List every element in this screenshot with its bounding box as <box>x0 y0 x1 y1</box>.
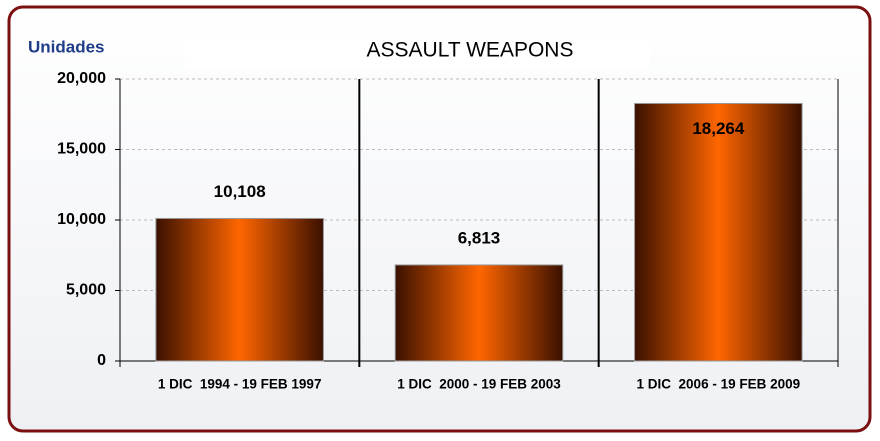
value-label: 10,108 <box>214 182 266 201</box>
y-tick-label: 10,000 <box>57 211 106 228</box>
y-tick-label: 5,000 <box>66 282 106 299</box>
y-axis-label: Unidades <box>28 37 105 56</box>
bar <box>394 264 564 362</box>
value-label: 6,813 <box>458 228 501 247</box>
y-tick-label: 20,000 <box>57 70 106 87</box>
y-tick-label: 15,000 <box>57 141 106 158</box>
bar <box>155 217 324 362</box>
title-box <box>185 35 650 67</box>
x-tick-label: 1 DIC 2006 - 19 FEB 2009 <box>637 377 801 392</box>
value-label: 18,264 <box>692 119 745 138</box>
y-tick-label: 0 <box>97 352 106 369</box>
x-tick-label: 1 DIC 1994 - 19 FEB 1997 <box>158 377 322 392</box>
bar <box>634 102 803 362</box>
x-tick-label: 1 DIC 2000 - 19 FEB 2003 <box>397 377 561 392</box>
chart-title: ASSAULT WEAPONS <box>367 39 574 62</box>
